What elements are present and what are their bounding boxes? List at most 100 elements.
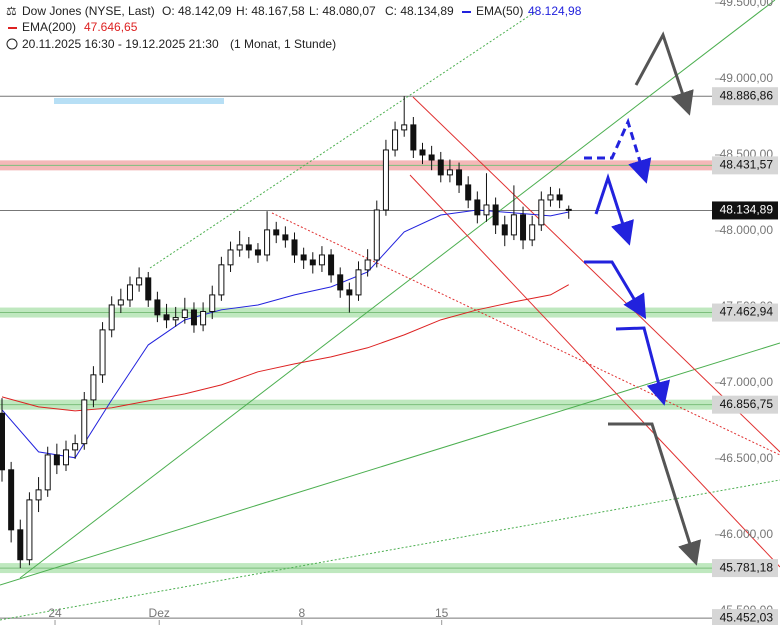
ema-line: [1, 209, 569, 459]
candle-body: [200, 310, 207, 326]
candle-body: [227, 249, 234, 266]
level-label: 45.781,18: [720, 560, 774, 574]
candle-body: [510, 214, 517, 236]
candle-body: [81, 399, 88, 445]
ohlc-label: L: 48.080,07: [309, 4, 376, 18]
chart-title: Dow Jones (NYSE, Last): [22, 4, 155, 18]
candle-body: [209, 294, 216, 312]
legend-value: 47.646,65: [84, 20, 138, 34]
candle-body: [8, 469, 15, 531]
ema-line: [1, 284, 569, 412]
date-range: 20.11.2025 16:30 - 19.12.2025 21:30: [22, 37, 219, 51]
candle-body: [245, 244, 252, 251]
trend-line: [271, 212, 780, 456]
trend-line: [149, 11, 536, 269]
candle-body: [145, 277, 152, 301]
ohlc-label: H: 48.167,58: [236, 4, 305, 18]
candle-body: [90, 374, 97, 401]
y-tick-label: 49.500,00: [720, 0, 774, 9]
y-tick-label: 46.500,00: [720, 451, 774, 465]
x-tick-label: 8: [298, 606, 305, 620]
legend-label: EMA(200): [22, 20, 76, 34]
trend-line: [0, 342, 780, 586]
chart-icon: ⚖: [6, 4, 17, 18]
level-label: 46.856,75: [720, 397, 774, 411]
candle-body: [108, 304, 115, 331]
legend-value: 48.124,98: [528, 4, 582, 18]
candle-body: [556, 194, 563, 201]
candle-body: [337, 274, 344, 291]
arrow: [584, 260, 647, 320]
candle-body: [456, 169, 463, 186]
highlight-bar: [54, 98, 224, 104]
candle-body: [163, 314, 170, 321]
candle-body: [373, 209, 380, 261]
legend-label: EMA(50): [476, 4, 523, 18]
candle-body: [53, 454, 60, 466]
y-tick-label: 47.000,00: [720, 375, 774, 389]
candle-body: [538, 199, 545, 226]
candle-body: [26, 499, 33, 561]
candle-body: [355, 269, 362, 296]
candle-body: [501, 224, 508, 236]
candle-body: [126, 284, 133, 301]
level-label-box: [712, 395, 778, 414]
candle-body: [44, 454, 51, 491]
candle-body: [392, 129, 399, 151]
candle-body: [99, 329, 106, 376]
candle-body: [437, 159, 444, 176]
y-tick-label: 46.000,00: [720, 527, 774, 541]
trend-line: [412, 96, 780, 453]
candle-body: [492, 204, 499, 226]
arrow: [584, 117, 652, 184]
candle-body: [0, 412, 5, 471]
candle-body: [565, 208, 572, 211]
x-tick-label: 15: [435, 606, 449, 620]
arrow: [634, 31, 694, 116]
candle-body: [72, 443, 79, 451]
x-tick-label: 24: [48, 606, 62, 620]
ohlc-label: C: 48.134,89: [385, 4, 454, 18]
candle-body: [117, 299, 124, 306]
candle-body: [419, 149, 426, 156]
candle-body: [382, 149, 389, 211]
trend-line: [0, 479, 780, 621]
candle-body: [465, 184, 472, 201]
candle-body: [520, 214, 527, 241]
candle-body: [17, 529, 24, 561]
level-label: 48.134,89: [720, 203, 774, 217]
candle-body: [62, 449, 69, 466]
candle-body: [172, 317, 179, 321]
candle-body: [282, 234, 289, 241]
candle-body: [254, 249, 261, 256]
candle-body: [35, 489, 42, 501]
candle-body: [446, 169, 453, 176]
arrow: [615, 326, 671, 406]
candle-body: [410, 124, 417, 151]
candle-body: [346, 289, 353, 296]
candle-body: [401, 124, 408, 131]
ohlc-label: O: 48.142,09: [162, 4, 232, 18]
y-tick-label: 49.000,00: [720, 71, 774, 85]
clock-icon: [6, 38, 18, 50]
level-label-box: [712, 87, 778, 106]
candle-body: [318, 254, 325, 266]
trend-line: [19, 0, 776, 579]
level-label: 48.431,57: [720, 158, 774, 172]
candle-body: [474, 199, 481, 216]
candle-body: [364, 259, 371, 271]
candle-body: [154, 299, 161, 316]
candle-body: [483, 204, 490, 216]
level-label-box: [712, 559, 778, 578]
candle-body: [181, 309, 188, 319]
candle-body: [300, 254, 307, 261]
level-label-box: [712, 609, 778, 625]
candle-body: [273, 229, 280, 236]
candle-body: [328, 254, 335, 276]
candle-body: [264, 229, 271, 256]
arrow: [594, 173, 634, 246]
level-label: 45.452,03: [720, 610, 774, 624]
